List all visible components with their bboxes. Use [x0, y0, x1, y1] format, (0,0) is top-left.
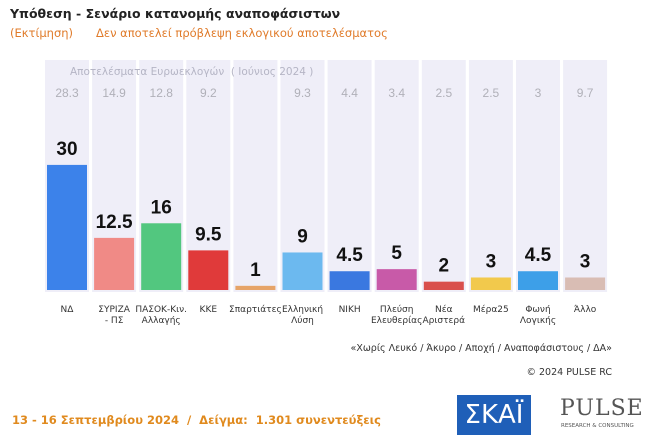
bar: [329, 271, 370, 290]
column-panel: [327, 60, 372, 292]
euro-result: 9.3: [294, 86, 311, 100]
category-label: Μέρα25: [473, 305, 509, 315]
value-label: 30: [56, 139, 77, 160]
bar: [376, 269, 417, 290]
value-label: 9.5: [195, 224, 222, 245]
column-panel: [233, 60, 278, 292]
bar: [470, 277, 511, 290]
euro-result: 3: [535, 86, 542, 100]
euro-result: 3.4: [388, 86, 405, 100]
euro-result: 28.3: [55, 86, 79, 100]
euro-result: 2.5: [435, 86, 452, 100]
value-label: 9: [297, 226, 308, 247]
category-label: Άλλο: [573, 305, 597, 315]
column-panel: [563, 60, 608, 292]
value-label: 1: [250, 260, 261, 281]
value-label: 16: [151, 197, 172, 218]
category-label: Νέα Αριστερά: [422, 305, 466, 326]
category-label: ΣΥΡΙΖΑ - ΠΣ: [98, 305, 130, 326]
pulse-logo: PULSE: [560, 396, 644, 421]
bar: [141, 223, 182, 290]
skai-logo: ΣΚΑΪ: [457, 395, 531, 435]
column-panel: [516, 60, 560, 292]
category-label: Ελληνική Λύση: [281, 305, 324, 326]
category-label: ΝΙΚΗ: [338, 305, 361, 315]
column-panel: [421, 60, 466, 292]
euro-result: 9.7: [577, 86, 594, 100]
value-label: 2: [439, 256, 450, 277]
euro-result: 12.8: [150, 86, 174, 100]
pulse-tagline: RESEARCH & CONSULTING: [561, 423, 634, 429]
bar: [282, 252, 323, 290]
euro-result: 2.5: [483, 86, 500, 100]
category-label: Πλεύση Ελευθερίας: [370, 305, 423, 326]
chart-subtitle: (Εκτίμηση): [10, 26, 74, 40]
copyright: © 2024 PULSE RC: [526, 367, 612, 378]
chart-title: Υπόθεση - Σενάριο κατανομής αναποφάσιστω…: [10, 6, 341, 21]
euro-results-title: Αποτελέσματα Ευρωεκλογών ( Ιούνιος 2024 …: [70, 66, 314, 78]
value-label: 3: [580, 251, 591, 272]
bar: [565, 277, 606, 290]
bar: [94, 237, 135, 290]
bar: [188, 250, 229, 290]
category-label: ΚΚΕ: [199, 305, 218, 315]
value-label: 12.5: [96, 212, 133, 233]
footer: 13 - 16 Σεπτεμβρίου 2024 / Δείγμα: 1.301…: [12, 413, 381, 427]
bar: [423, 281, 464, 290]
euro-result: 14.9: [102, 86, 126, 100]
bar: [518, 271, 558, 290]
value-label: 4.5: [336, 245, 363, 266]
category-label: ΝΔ: [60, 305, 74, 315]
bar: [47, 164, 87, 290]
bar: [235, 285, 276, 290]
value-label: 4.5: [525, 245, 552, 266]
disclaimer: Δεν αποτελεί πρόβλεψη εκλογικού αποτελέσ…: [96, 26, 388, 40]
category-label: Φωνή Λογικής: [519, 305, 557, 326]
note: «Χωρίς Λευκό / Άκυρο / Αποχή / Αναποφάσι…: [350, 343, 612, 354]
category-label: ΠΑΣΟΚ-Κιν. Αλλαγής: [135, 305, 188, 326]
euro-result: 4.4: [341, 86, 358, 100]
column-panel: [468, 60, 513, 292]
euro-result: 9.2: [200, 86, 217, 100]
category-label: Σπαρτιάτες: [229, 305, 282, 315]
value-label: 5: [391, 243, 402, 264]
column-panel: [374, 60, 419, 292]
value-label: 3: [486, 251, 497, 272]
